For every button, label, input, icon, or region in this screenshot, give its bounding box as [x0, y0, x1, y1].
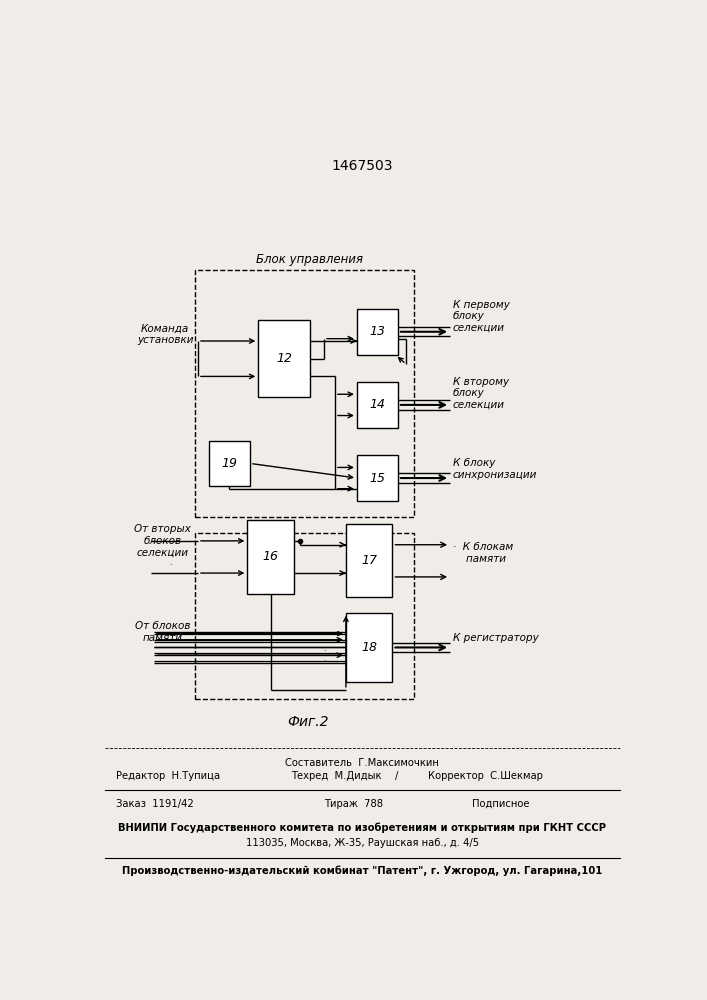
- Text: К второму
блоку
селекции: К второму блоку селекции: [452, 377, 509, 410]
- Bar: [357, 309, 398, 355]
- Text: ВНИИПИ Государственного комитета по изобретениям и открытиям при ГКНТ СССР: ВНИИПИ Государственного комитета по изоб…: [118, 822, 607, 833]
- Text: К регистратору: К регистратору: [452, 633, 539, 643]
- Text: 17: 17: [361, 554, 378, 567]
- Text: Тираж  788: Тираж 788: [324, 799, 383, 809]
- Text: Фиг.2: Фиг.2: [287, 715, 328, 729]
- Text: К блоку
синхронизации: К блоку синхронизации: [452, 458, 537, 480]
- Text: 19: 19: [221, 457, 238, 470]
- Bar: [195, 270, 414, 517]
- Text: /: /: [395, 771, 399, 781]
- Bar: [357, 382, 398, 428]
- Text: 113035, Москва, Ж-35, Раушская наб., д. 4/5: 113035, Москва, Ж-35, Раушская наб., д. …: [246, 838, 479, 848]
- Text: Блок управления: Блок управления: [256, 253, 363, 266]
- Text: 12: 12: [276, 352, 292, 365]
- Text: 15: 15: [369, 472, 385, 485]
- Bar: [357, 455, 398, 501]
- Text: ·
·
·: · · ·: [322, 636, 325, 666]
- Bar: [258, 320, 310, 397]
- Text: 1467503: 1467503: [332, 159, 393, 173]
- Bar: [209, 441, 250, 486]
- Bar: [346, 613, 392, 682]
- Bar: [247, 520, 294, 594]
- Text: Заказ  1191/42: Заказ 1191/42: [116, 799, 194, 809]
- Text: Составитель  Г.Максимочкин: Составитель Г.Максимочкин: [286, 758, 439, 768]
- Text: Корректор  С.Шекмар: Корректор С.Шекмар: [428, 771, 543, 781]
- Text: От блоков
памяти: От блоков памяти: [134, 621, 190, 643]
- Text: 14: 14: [369, 398, 385, 411]
- Text: Команда
установки: Команда установки: [137, 323, 193, 345]
- Text: От вторых
блоков
селекции: От вторых блоков селекции: [134, 524, 191, 557]
- Text: Техред  М.Дидык: Техред М.Дидык: [291, 771, 382, 781]
- Bar: [346, 524, 392, 597]
- Text: Подписное: Подписное: [472, 799, 530, 809]
- Text: 16: 16: [262, 550, 279, 563]
- Text: К первому
блоку
селекции: К первому блоку селекции: [452, 300, 510, 333]
- Text: Редактор  Н.Тупица: Редактор Н.Тупица: [116, 771, 220, 781]
- Bar: [195, 533, 414, 699]
- Text: 13: 13: [369, 325, 385, 338]
- Text: ·
·
·: · · ·: [169, 541, 172, 570]
- Text: ·  К блокам
    памяти: · К блокам памяти: [452, 542, 513, 564]
- Text: 18: 18: [361, 641, 378, 654]
- Text: Производственно-издательский комбинат "Патент", г. Ужгород, ул. Гагарина,101: Производственно-издательский комбинат "П…: [122, 865, 602, 876]
